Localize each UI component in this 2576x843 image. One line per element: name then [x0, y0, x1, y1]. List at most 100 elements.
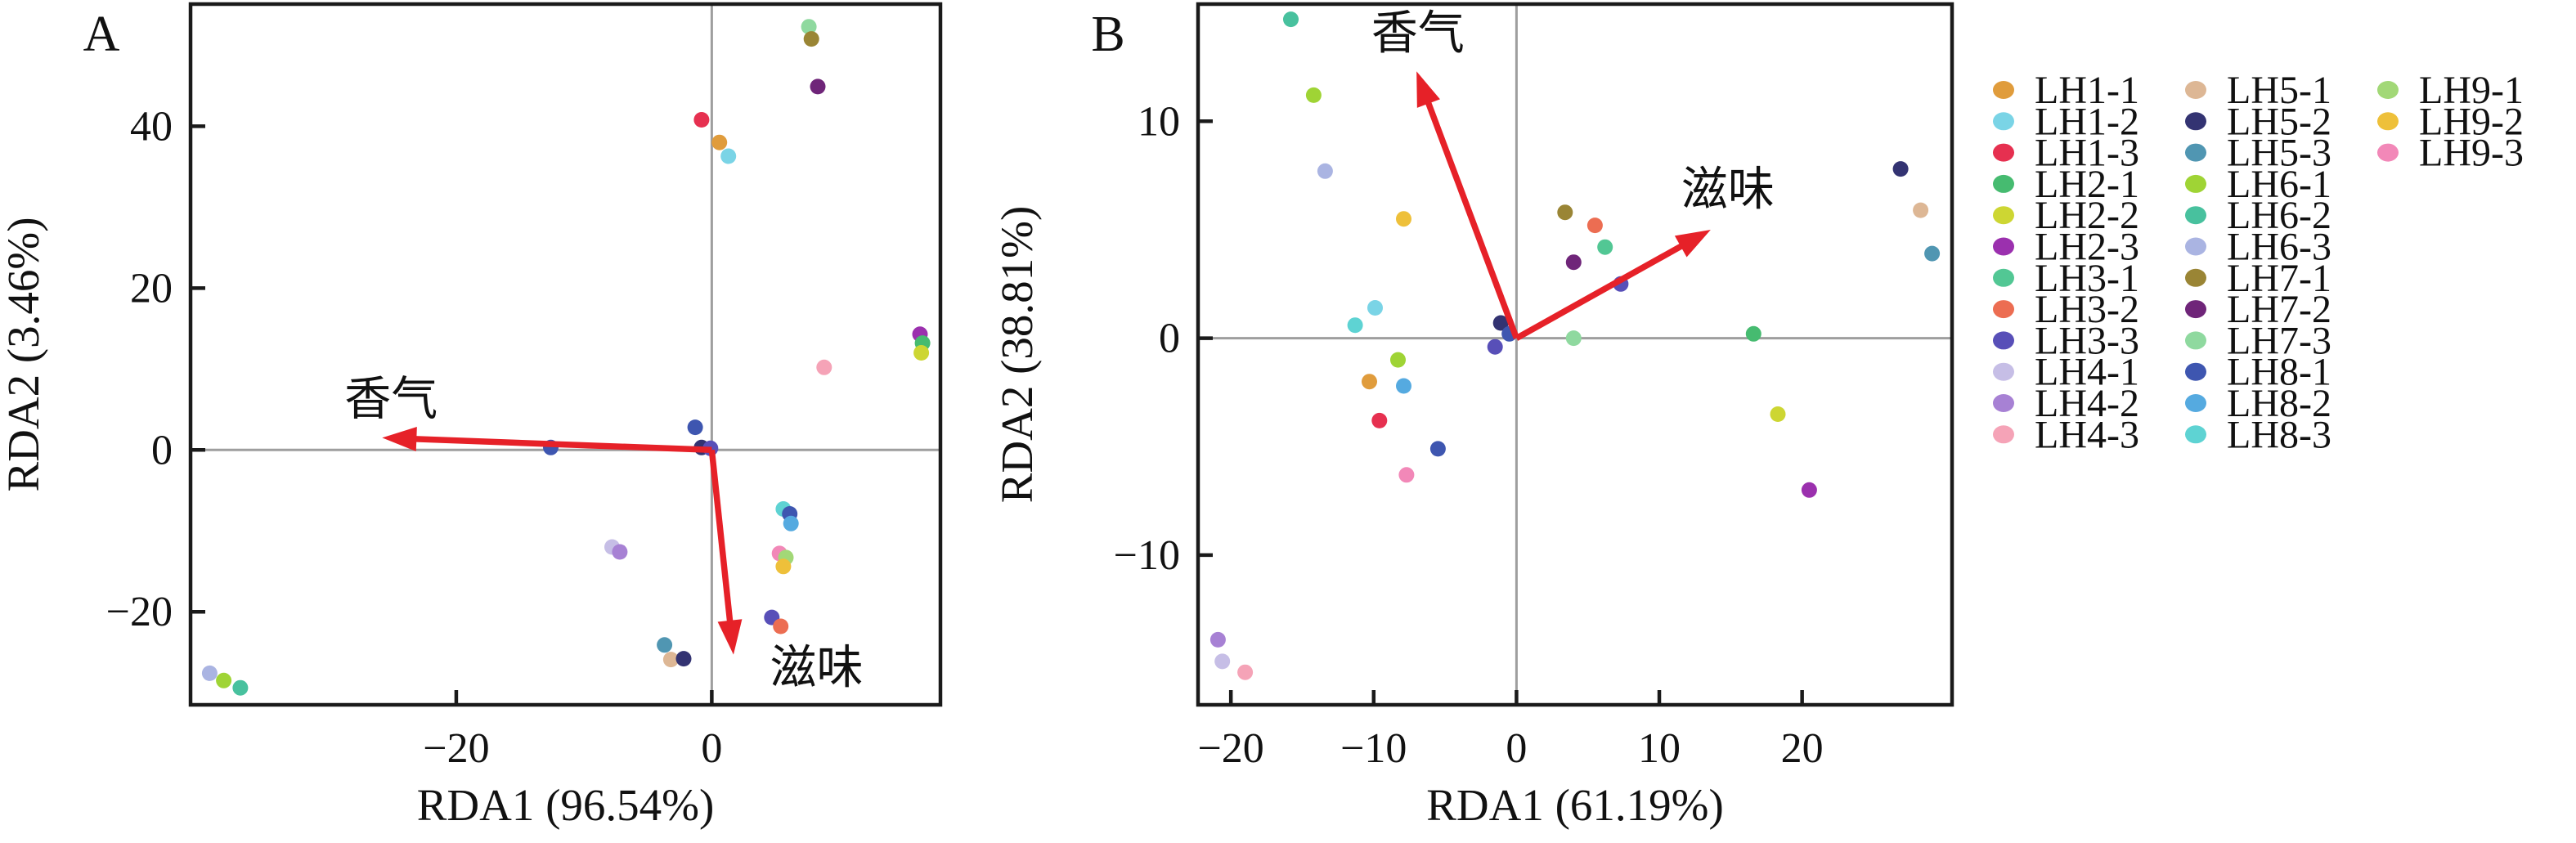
legend-dot-LH5-3 — [2185, 143, 2206, 162]
legend-item: LH8-2 — [2185, 382, 2331, 425]
legend-label: LH1-3 — [2035, 132, 2139, 175]
legend-dot-LH9-3 — [2377, 143, 2399, 162]
legend-dot-LH8-2 — [2185, 394, 2206, 412]
panel-label-A: A — [83, 7, 120, 62]
data-point — [1362, 374, 1377, 390]
data-point — [913, 345, 930, 361]
legend-item: LH2-1 — [1993, 163, 2139, 206]
legend-label: LH4-3 — [2035, 413, 2139, 456]
legend-label: LH5-3 — [2227, 132, 2331, 175]
legend-item: LH9-3 — [2377, 132, 2524, 175]
legend-item: LH8-3 — [2185, 413, 2331, 456]
plot-border — [188, 2, 943, 707]
legend-dot-LH6-1 — [2185, 174, 2206, 193]
data-point — [711, 134, 728, 150]
data-point — [675, 651, 692, 667]
x-tick-label: 10 — [1638, 725, 1681, 772]
data-point — [801, 19, 817, 35]
data-point — [1913, 202, 1929, 218]
legend-label: LH4-2 — [2035, 382, 2139, 425]
legend-label: LH7-3 — [2227, 319, 2331, 362]
vector-arrow-line — [410, 435, 712, 454]
data-point — [773, 618, 789, 634]
data-point — [1586, 217, 1603, 234]
y-axis-title: RDA2 (3.46%) — [0, 217, 48, 491]
vector-arrow-head — [717, 619, 743, 655]
legend-label: LH9-3 — [2419, 132, 2524, 175]
x-tick-label: −20 — [1197, 725, 1263, 772]
y-tick-label: 20 — [130, 265, 173, 312]
y-tick-label: 0 — [1159, 316, 1180, 362]
vector-label: 滋味 — [770, 642, 863, 693]
data-point — [1371, 412, 1388, 428]
legend-label: LH7-2 — [2227, 288, 2331, 331]
data-point — [1367, 300, 1383, 316]
legend-item: LH6-1 — [2185, 163, 2331, 206]
legend-dot-LH7-1 — [2185, 268, 2206, 287]
legend-dot-LH4-3 — [1993, 425, 2014, 444]
legend-dot-LH4-1 — [1993, 362, 2014, 381]
legend-dot-LH4-2 — [1993, 394, 2014, 412]
data-point — [1429, 441, 1446, 457]
legend-dot-LH7-2 — [2185, 300, 2206, 319]
legend: LH1-1LH1-2LH1-3LH2-1LH2-2LH2-3LH3-1LH3-2… — [1993, 69, 2524, 456]
legend-label: LH6-3 — [2227, 226, 2331, 269]
legend-item: LH9-2 — [2377, 100, 2524, 143]
data-point — [657, 637, 673, 653]
legend-item: LH5-3 — [2185, 132, 2331, 175]
data-point — [1390, 352, 1406, 368]
plot-border — [1196, 2, 1954, 707]
data-point — [1396, 211, 1411, 227]
data-point — [1347, 317, 1363, 334]
data-point — [201, 665, 218, 681]
legend-item: LH5-1 — [2185, 69, 2331, 112]
legend-dot-LH1-1 — [1993, 81, 2014, 99]
x-tick-label: 0 — [701, 725, 722, 772]
legend-dot-LH1-2 — [1993, 112, 2014, 131]
data-point — [216, 672, 232, 688]
legend-dot-LH6-3 — [2185, 237, 2206, 256]
data-point — [1801, 482, 1817, 498]
legend-item: LH4-1 — [1993, 351, 2139, 394]
data-point — [1745, 325, 1761, 342]
data-point — [1237, 664, 1254, 680]
x-tick-label: −10 — [1340, 725, 1407, 772]
legend-label: LH9-1 — [2419, 69, 2524, 112]
legend-item: LH3-3 — [1993, 319, 2139, 362]
legend-dot-LH9-2 — [2377, 112, 2399, 131]
vector-arrow-head — [1416, 71, 1440, 108]
legend-item: LH4-2 — [1993, 382, 2139, 425]
legend-item: LH1-1 — [1993, 69, 2139, 112]
data-point — [1398, 467, 1415, 483]
x-tick-label: 20 — [1781, 725, 1824, 772]
data-point — [1396, 378, 1411, 394]
legend-item: LH4-3 — [1993, 413, 2139, 456]
vector-arrow-head — [382, 426, 417, 451]
data-point — [775, 558, 792, 575]
legend-item: LH7-2 — [2185, 288, 2331, 331]
legend-dot-LH5-1 — [2185, 81, 2206, 99]
legend-label: LH5-2 — [2227, 100, 2331, 143]
legend-dot-LH3-2 — [1993, 300, 2014, 319]
data-point — [783, 515, 799, 531]
legend-item: LH3-2 — [1993, 288, 2139, 331]
legend-item: LH8-1 — [2185, 351, 2331, 394]
data-point — [612, 544, 628, 560]
legend-label: LH5-1 — [2227, 69, 2331, 112]
legend-dot-LH3-1 — [1993, 268, 2014, 287]
x-axis-title: RDA1 (61.19%) — [1426, 780, 1724, 830]
legend-label: LH4-1 — [2035, 351, 2139, 394]
data-point — [720, 148, 737, 164]
legend-dot-LH2-1 — [1993, 174, 2014, 193]
vector-label: 香气 — [344, 374, 438, 425]
legend-label: LH6-1 — [2227, 163, 2331, 206]
legend-dot-LH6-2 — [2185, 206, 2206, 225]
panel-label-B: B — [1091, 7, 1124, 62]
data-point — [1565, 254, 1582, 271]
data-point — [1317, 163, 1333, 179]
data-point — [1492, 315, 1509, 331]
legend-dot-LH1-3 — [1993, 143, 2014, 162]
legend-label: LH8-3 — [2227, 413, 2331, 456]
